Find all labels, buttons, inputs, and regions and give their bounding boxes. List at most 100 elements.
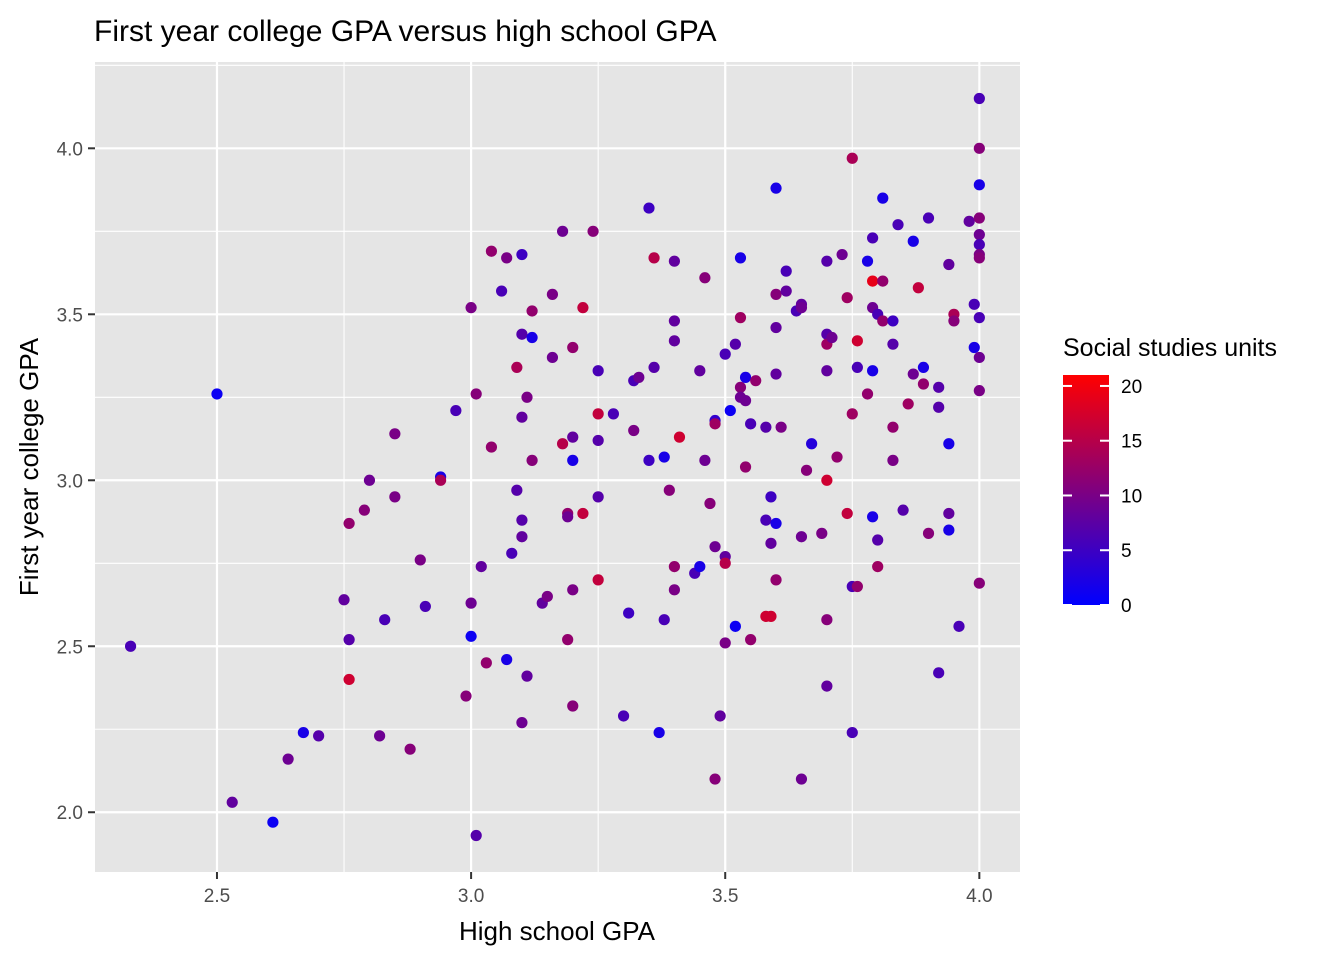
legend-label: 5: [1121, 541, 1132, 562]
scatter-point: [511, 361, 523, 374]
scatter-point: [267, 816, 279, 828]
scatter-point: [343, 673, 355, 686]
scatter-point: [338, 594, 350, 606]
scatter-point: [745, 418, 757, 430]
scatter-point: [673, 431, 686, 443]
scatter-point: [658, 614, 670, 626]
scatter-point: [592, 574, 604, 586]
scatter-point: [556, 438, 569, 450]
scatter-point: [516, 248, 528, 261]
scatter-point: [897, 504, 909, 516]
scatter-point: [501, 252, 513, 264]
legend-label: 15: [1121, 432, 1142, 453]
scatter-point: [765, 610, 777, 622]
scatter-point: [851, 361, 863, 374]
scatter-point: [567, 341, 579, 354]
scatter-point: [943, 507, 955, 520]
scatter-point: [968, 298, 980, 310]
scatter-point: [770, 321, 782, 334]
scatter-point: [501, 653, 513, 666]
scatter-point: [607, 408, 620, 420]
scatter-point: [729, 620, 741, 632]
scatter-point: [887, 315, 899, 327]
scatter-point: [374, 730, 386, 742]
scatter-point: [821, 680, 833, 692]
scatter-point: [770, 288, 782, 300]
plot-panel: [95, 62, 1020, 872]
scatter-point: [770, 182, 782, 194]
y-tick-label: 3.5: [57, 305, 83, 326]
legend-label: 20: [1121, 377, 1142, 398]
scatter-point: [694, 365, 706, 377]
scatter-point: [912, 282, 924, 294]
scatter-point: [973, 577, 985, 589]
scatter-point: [470, 829, 482, 842]
scatter-point: [516, 328, 528, 340]
scatter-point: [653, 726, 665, 739]
scatter-point: [389, 491, 401, 503]
scatter-point: [648, 252, 660, 264]
scatter-point: [404, 743, 416, 755]
scatter-point: [668, 315, 680, 327]
scatter-point: [516, 411, 528, 423]
y-axis-ticks: 2.0 2.5 3.0 3.5 4.0: [57, 139, 95, 824]
scatter-point: [760, 421, 772, 433]
scatter-point: [617, 710, 630, 722]
legend-label: 10: [1121, 486, 1142, 507]
scatter-point: [973, 351, 985, 364]
scatter-point: [907, 235, 919, 247]
scatter-point: [846, 408, 858, 420]
scatter-point: [963, 215, 975, 227]
scatter-point: [516, 717, 528, 729]
scatter-point: [867, 511, 879, 523]
scatter-point: [867, 365, 879, 377]
scatter-point: [734, 252, 747, 264]
scatter-point: [460, 690, 472, 702]
scatter-point: [739, 371, 752, 383]
scatter-point: [780, 285, 792, 297]
scatter-point: [795, 302, 808, 314]
scatter-point: [973, 212, 985, 224]
y-tick-label: 2.5: [57, 637, 83, 658]
scatter-point: [907, 368, 919, 380]
y-axis-title: First year college GPA: [14, 337, 44, 596]
scatter-point: [592, 491, 604, 503]
scatter-point: [714, 710, 726, 722]
scatter-point: [587, 225, 599, 237]
scatter-point: [724, 404, 736, 417]
scatter-point: [872, 534, 884, 546]
scatter-point: [526, 331, 538, 344]
scatter-point: [973, 229, 985, 241]
scatter-point: [562, 511, 574, 523]
x-axis-title: High school GPA: [459, 916, 656, 946]
scatter-point: [948, 315, 960, 327]
scatter-point: [628, 424, 640, 437]
scatter-point: [770, 574, 782, 586]
scatter-point: [556, 225, 569, 237]
scatter-point: [577, 507, 589, 520]
chart-title: First year college GPA versus high schoo…: [94, 15, 717, 48]
scatter-point: [592, 365, 604, 377]
scatter-point: [658, 451, 670, 463]
scatter-point: [709, 418, 721, 430]
scatter-point: [485, 441, 498, 453]
scatter-point: [867, 232, 879, 244]
scatter-point: [562, 634, 574, 646]
scatter-point: [836, 248, 848, 261]
scatter-point: [765, 491, 777, 503]
scatter-point: [821, 365, 833, 377]
scatter-point: [668, 335, 680, 347]
scatter-point: [953, 620, 965, 632]
scatter-point: [567, 431, 579, 443]
x-tick-label: 3.5: [712, 886, 738, 907]
scatter-point: [973, 252, 985, 264]
scatter-point: [943, 258, 955, 271]
scatter-point: [643, 202, 655, 214]
scatter-point: [770, 368, 782, 380]
legend-ticks: 0 5 10 15 20: [1063, 377, 1142, 617]
scatter-point: [973, 238, 985, 251]
scatter-point: [389, 428, 401, 440]
scatter-point: [516, 514, 528, 526]
scatter-point: [577, 302, 589, 314]
scatter-point: [887, 454, 899, 466]
